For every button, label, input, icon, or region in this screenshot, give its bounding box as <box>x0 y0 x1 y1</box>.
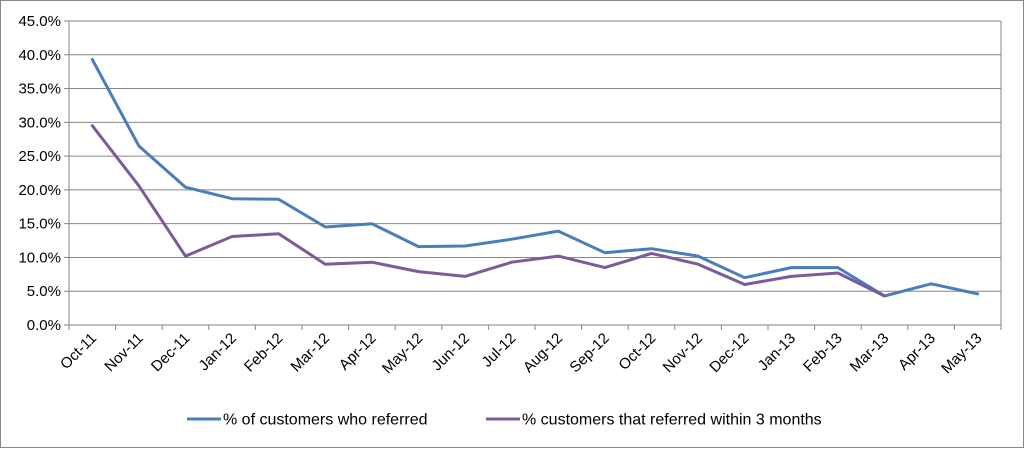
y-tick-label: 40.0% <box>18 47 61 64</box>
x-tick-label: Dec-11 <box>148 330 193 375</box>
x-tick-label: Nov-12 <box>660 330 706 376</box>
legend-label: % customers that referred within 3 month… <box>522 412 822 429</box>
x-tick-label: Jul-12 <box>479 330 520 371</box>
x-tick-label: Sep-12 <box>567 330 613 376</box>
y-tick-label: 5.0% <box>27 283 61 300</box>
y-tick-label: 10.0% <box>18 249 61 266</box>
y-tick-label: 35.0% <box>18 81 61 98</box>
x-tick-label: Nov-11 <box>101 330 146 375</box>
y-tick-label: 20.0% <box>18 182 61 199</box>
legend: % of customers who referred % customers t… <box>187 412 822 429</box>
x-tick-label: Feb-13 <box>800 330 846 376</box>
x-tick-label: Apr-13 <box>895 330 939 374</box>
x-tick-label: May-13 <box>938 330 985 377</box>
x-tick-label: Mar-13 <box>847 330 893 376</box>
x-axis-tick-labels: Oct-11 Nov-11 Dec-11 Jan-12 Feb-12 Mar-12 Apr-… <box>57 330 985 377</box>
series-lines <box>90 58 980 298</box>
y-tick-label: 45.0% <box>18 13 61 30</box>
axes <box>64 20 1002 330</box>
x-tick-label: Aug-12 <box>520 330 566 376</box>
y-tick-label: 30.0% <box>18 114 61 131</box>
y-tick-label: 25.0% <box>18 148 61 165</box>
x-tick-label: Jan-12 <box>195 330 239 374</box>
y-tick-label: 0.0% <box>27 317 61 334</box>
x-tick-label: May-12 <box>379 330 426 377</box>
x-tick-label: Jun-12 <box>428 330 472 374</box>
series-line-1 <box>90 58 980 298</box>
gridlines <box>69 20 1001 292</box>
x-tick-label: Mar-12 <box>288 330 334 376</box>
x-tick-label: Oct-12 <box>615 330 659 374</box>
y-tick-label: 15.0% <box>18 216 61 233</box>
x-tick-label: Feb-12 <box>241 330 287 376</box>
legend-label: % of customers who referred <box>223 412 428 429</box>
x-tick-label: Oct-11 <box>57 330 100 373</box>
x-tick-label: Jan-13 <box>755 330 799 374</box>
x-tick-label: Dec-12 <box>706 330 752 376</box>
series-line-2 <box>90 124 886 298</box>
x-tick-label: Apr-12 <box>336 330 380 374</box>
y-axis-tick-labels: 0.0% 5.0% 10.0% 15.0% 20.0% 25.0% 30.0% 35.0% 40… <box>18 13 61 334</box>
